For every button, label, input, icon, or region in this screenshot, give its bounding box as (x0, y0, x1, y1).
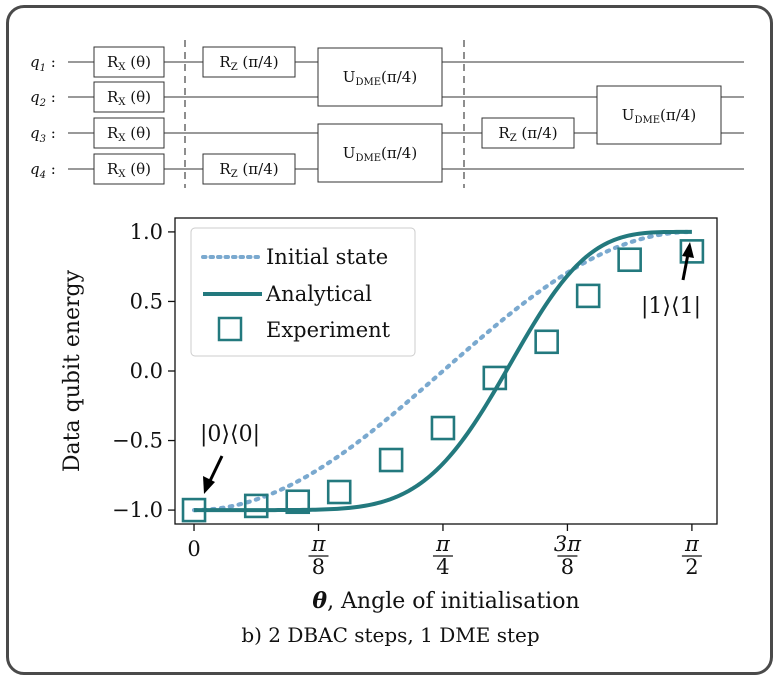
x-axis-label: θ, Angle of initialisation (312, 588, 579, 614)
x-tick-label-numerator: π (435, 532, 451, 556)
rx-gate-q4: RX (θ) (93, 153, 165, 185)
y-axis-label: Data qubit energy (60, 269, 85, 472)
svg-text:UDME(π/4): UDME(π/4) (343, 144, 417, 164)
svg-text:RZ (π/4): RZ (π/4) (219, 53, 278, 73)
svg-text:RX (θ): RX (θ) (107, 53, 151, 73)
svg-text:q1 :: q1 : (30, 53, 56, 74)
legend-label-experiment: Experiment (266, 318, 391, 342)
rz-gate-q3: RZ (π/4) (481, 117, 575, 149)
svg-text:RX (θ): RX (θ) (107, 160, 151, 180)
y-tick-label: 1.0 (130, 220, 163, 244)
legend-box (190, 227, 416, 357)
rx-gate-q3: RX (θ) (93, 117, 165, 149)
qubit-label-q1: q1 : (30, 53, 56, 74)
x-tick-label-denominator: 8 (561, 555, 574, 579)
annotation-ket-0-text: |0⟩⟨0| (200, 422, 260, 447)
y-tick-label: 0.5 (130, 289, 163, 313)
y-axis-ticks: −1.0 −0.5 0.0 0.5 1.0 (112, 220, 175, 522)
annotation-ket-1-arrow-head (682, 242, 694, 258)
x-tick-label: 0 (187, 537, 200, 561)
experiment-point (378, 447, 404, 473)
markers-layer (181, 239, 705, 523)
annotation-ket-1-arrow-shaft (681, 253, 690, 281)
legend-swatch-experiment (217, 316, 243, 342)
x-tick-label-denominator: 8 (312, 555, 325, 579)
svg-text:q4 :: q4 : (30, 160, 56, 181)
svg-text:UDME(π/4): UDME(π/4) (622, 106, 696, 126)
svg-text:q3 :: q3 : (30, 124, 56, 145)
legend: Initial state Analytical Experiment (190, 227, 416, 357)
annotation-ket-0: |0⟩⟨0| (200, 422, 260, 494)
svg-text:RX (θ): RX (θ) (107, 124, 151, 144)
qubit-label-q4: q4 : (30, 160, 56, 181)
experiment-point (575, 283, 601, 309)
experiment-point (285, 489, 311, 515)
annotation-ket-1: |1⟩⟨1| (641, 242, 701, 319)
dme-gate-q1-q2: UDME(π/4) (317, 47, 443, 107)
experiment-point (430, 415, 456, 441)
quantum-circuit: q1 : q2 : q3 : q4 : RX (θ) RX (θ) RX (θ)… (30, 40, 744, 188)
rx-gate-q1: RX (θ) (93, 46, 165, 78)
svg-text:RX (θ): RX (θ) (107, 88, 151, 108)
annotation-ket-0-arrow-head (203, 476, 215, 494)
experiment-point (326, 479, 352, 505)
rz-gate-q1: RZ (π/4) (202, 46, 296, 78)
y-tick-label: 0.0 (130, 359, 163, 383)
curves-layer (191, 229, 694, 513)
rz-gate-q4: RZ (π/4) (202, 153, 296, 185)
rx-gate-q2: RX (θ) (93, 81, 165, 113)
dme-gate-q2-q3: UDME(π/4) (596, 85, 722, 145)
annotation-ket-0-arrow-shaft (207, 455, 224, 484)
figure-caption: b) 2 DBAC steps, 1 DME step (241, 623, 540, 647)
experiment-point (482, 365, 508, 391)
annotation-ket-1-text: |1⟩⟨1| (641, 294, 701, 319)
experiment-point (243, 493, 269, 519)
series-line-initial-state (191, 229, 694, 513)
x-tick-label-numerator: 3π (554, 532, 582, 556)
qubit-label-q3: q3 : (30, 124, 56, 145)
dme-gate-q3-q4: UDME(π/4) (317, 123, 443, 183)
series-line-analytical (194, 229, 692, 513)
experiment-point (181, 497, 207, 523)
legend-label-initial-state: Initial state (266, 245, 388, 269)
y-tick-label: −0.5 (112, 429, 163, 453)
svg-text:RZ (π/4): RZ (π/4) (498, 124, 557, 144)
x-tick-label-denominator: 2 (685, 555, 698, 579)
experiment-point (617, 247, 642, 273)
svg-text:UDME(π/4): UDME(π/4) (343, 68, 417, 88)
experiment-point (679, 239, 705, 264)
y-tick-label: −1.0 (112, 498, 163, 522)
experiment-point (534, 329, 559, 355)
svg-text:q2 :: q2 : (30, 88, 56, 109)
qubit-label-q2: q2 : (30, 88, 56, 109)
svg-text:RZ (π/4): RZ (π/4) (219, 160, 278, 180)
legend-label-analytical: Analytical (265, 282, 372, 306)
x-tick-label-numerator: π (684, 532, 700, 556)
x-tick-label-numerator: π (311, 532, 327, 556)
x-tick-label-denominator: 4 (436, 555, 449, 579)
